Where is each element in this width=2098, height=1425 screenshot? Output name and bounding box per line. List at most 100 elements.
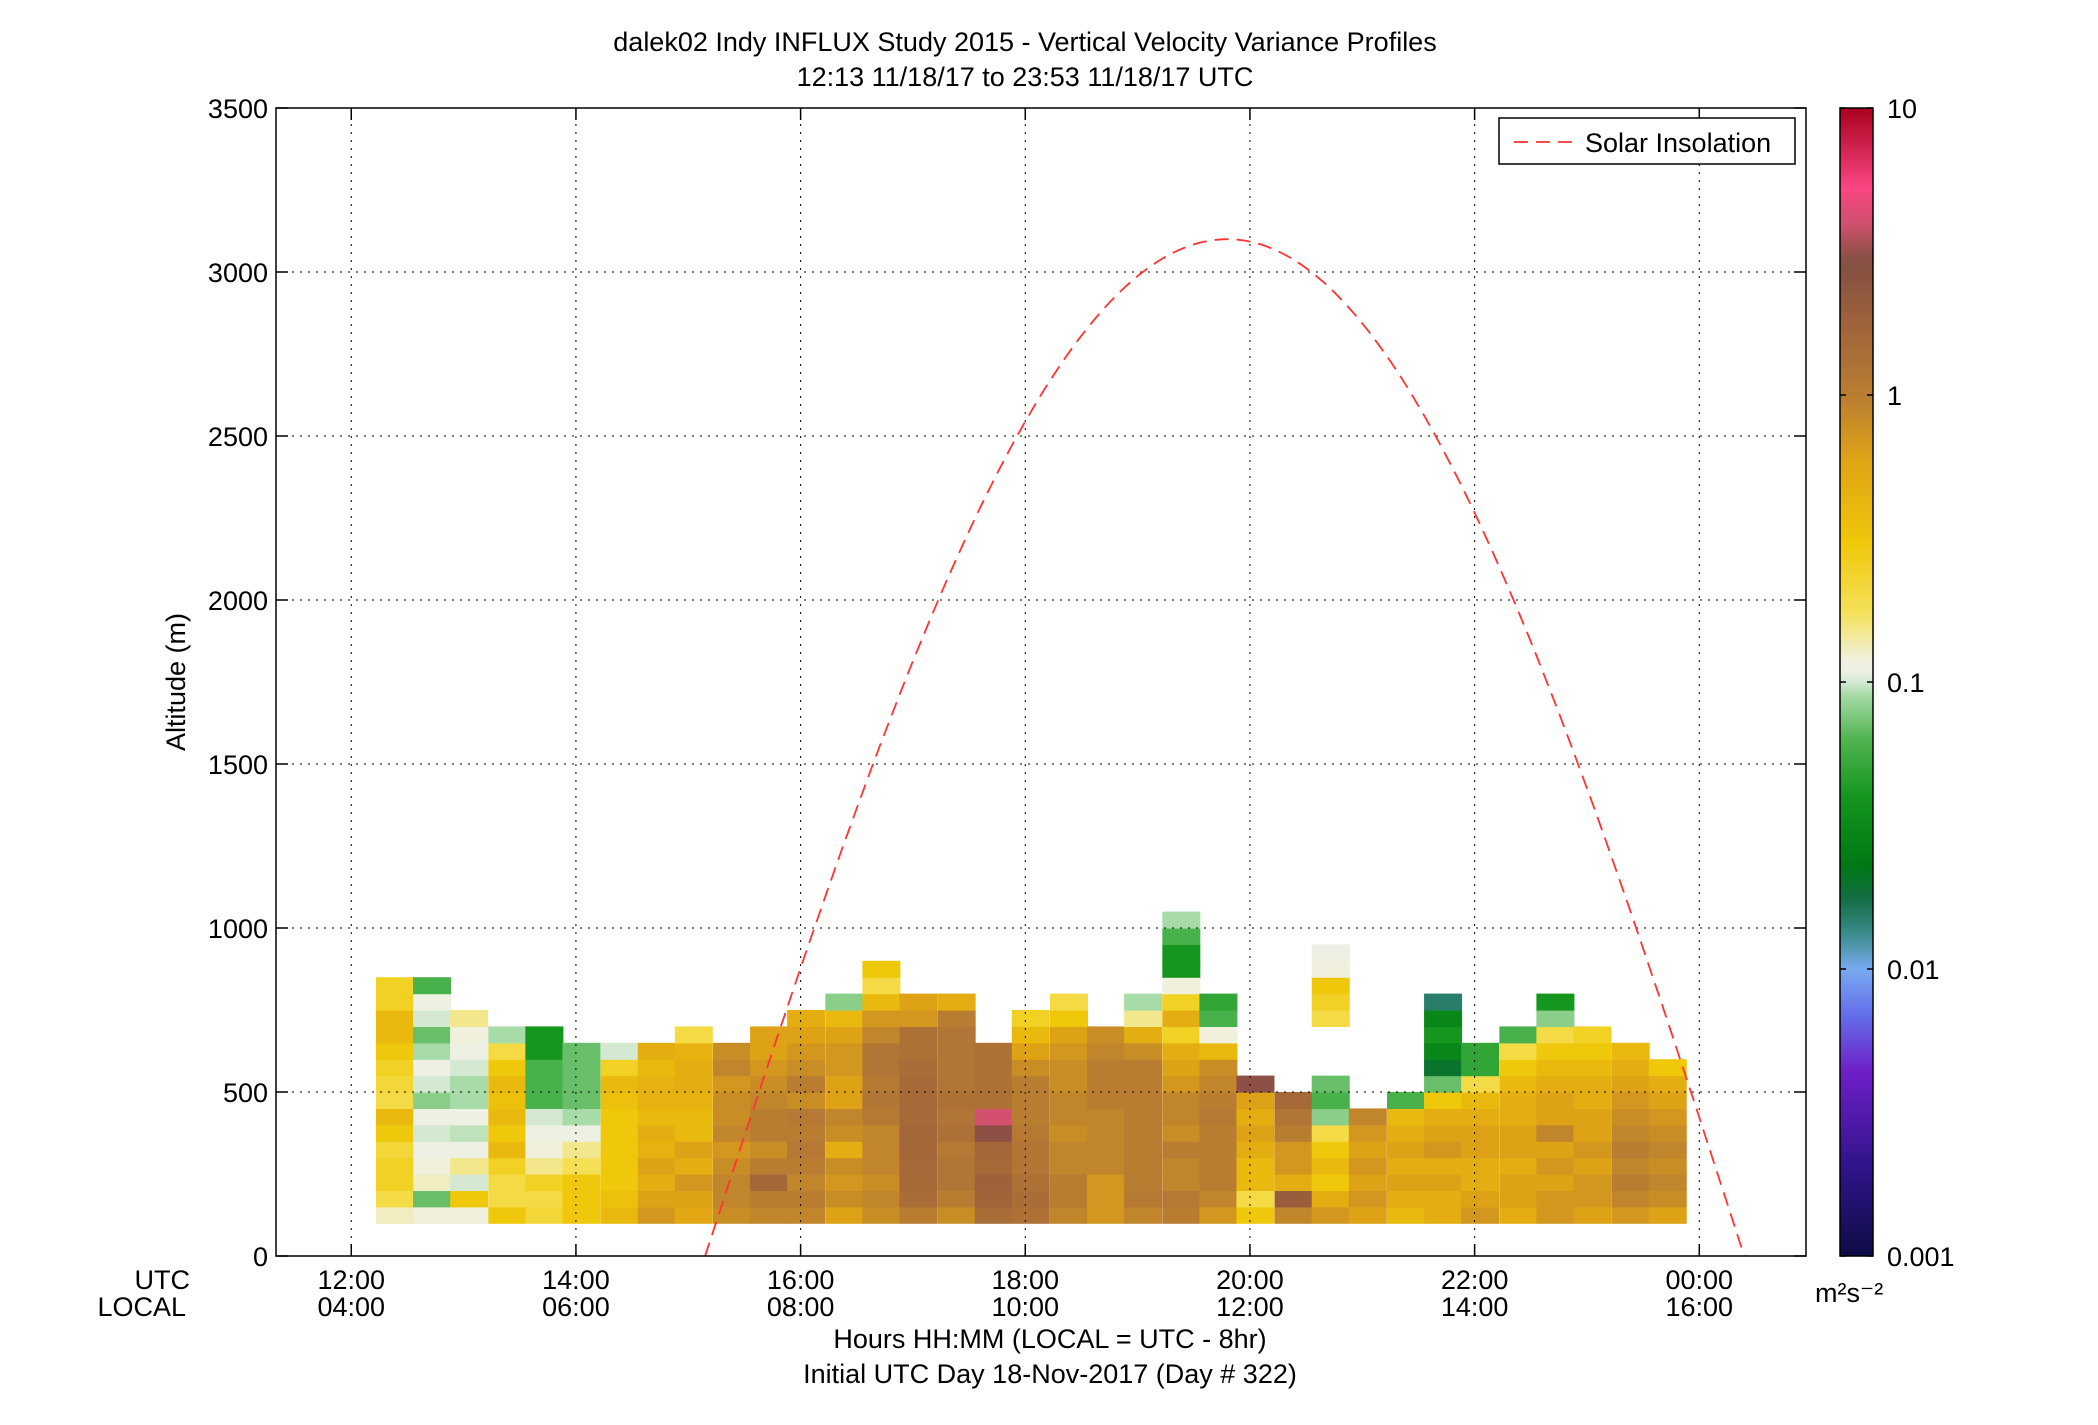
heatmap-cell <box>937 1174 976 1191</box>
heatmap-cell <box>787 1124 826 1142</box>
heatmap-cell <box>937 1092 976 1109</box>
heatmap-cell <box>1536 1010 1575 1027</box>
heatmap-cell <box>1274 1174 1313 1191</box>
heatmap-cell <box>787 1042 826 1060</box>
heatmap-cell <box>413 977 452 995</box>
heatmap-cell <box>525 1059 564 1077</box>
heatmap-cell <box>1049 1190 1088 1208</box>
heatmap-cell <box>413 1157 452 1175</box>
heatmap-cell <box>862 1141 901 1159</box>
heatmap-cell <box>862 960 901 978</box>
heatmap-cell <box>1461 1124 1500 1142</box>
heatmap-cell <box>1573 1075 1612 1093</box>
heatmap-cell <box>825 1042 864 1060</box>
heatmap-cell <box>1011 1042 1050 1060</box>
axis-ticks <box>276 107 1806 1257</box>
heatmap-cell <box>1424 1042 1463 1060</box>
heatmap-cell <box>1124 1124 1163 1142</box>
heatmap-cell <box>1461 1042 1500 1060</box>
heatmap-cell <box>1311 1075 1350 1093</box>
heatmap-cell <box>937 1010 976 1027</box>
heatmap-cell <box>1386 1190 1425 1208</box>
heatmap-cell <box>825 1075 864 1093</box>
heatmap-cell <box>1311 960 1350 978</box>
heatmap-cell <box>1087 1206 1126 1224</box>
heatmap-cell <box>712 1157 751 1175</box>
heatmap-cell <box>1236 1092 1275 1109</box>
heatmap-cell <box>637 1141 676 1159</box>
heatmap-cell <box>562 1092 601 1109</box>
heatmap-cell <box>1236 1190 1275 1208</box>
x-tick-label-utc: 20:00 <box>1216 1265 1284 1295</box>
heatmap-cell <box>937 1190 976 1208</box>
heatmap-cell <box>712 1141 751 1159</box>
heatmap-cell <box>1348 1108 1387 1126</box>
heatmap-cell <box>1536 1092 1575 1109</box>
heatmap-cell <box>488 1108 527 1126</box>
heatmap-cell <box>1162 1124 1201 1142</box>
heatmap-cell <box>1199 1206 1238 1224</box>
x-row-label-local: LOCAL <box>97 1292 186 1322</box>
heatmap-cell <box>1424 1075 1463 1093</box>
heatmap-cell <box>1424 1174 1463 1191</box>
heatmap-cell <box>488 1190 527 1208</box>
heatmap-cell <box>1162 1190 1201 1208</box>
heatmap-cell <box>1011 1174 1050 1191</box>
heatmap-cell <box>1573 1174 1612 1191</box>
heatmap-cell <box>1162 1010 1201 1027</box>
heatmap-cell <box>974 1174 1013 1191</box>
chart-subtitle: 12:13 11/18/17 to 23:53 11/18/17 UTC <box>797 62 1254 92</box>
y-tick-label: 1000 <box>208 914 268 944</box>
x-axis-label-2: Initial UTC Day 18-Nov-2017 (Day # 322) <box>803 1359 1297 1389</box>
heatmap-cell <box>1424 1190 1463 1208</box>
heatmap-cell <box>1049 1108 1088 1126</box>
heatmap-cell <box>1311 1141 1350 1159</box>
heatmap-cell <box>1236 1174 1275 1191</box>
colorbar-tick-labels: 0.001 0.01 0.1 1 10 <box>1887 94 1955 1272</box>
heatmap-cell <box>1311 977 1350 995</box>
heatmap-cell <box>1348 1124 1387 1142</box>
heatmap-cell <box>712 1124 751 1142</box>
heatmap-cell <box>1536 1026 1575 1044</box>
heatmap-cell <box>562 1075 601 1093</box>
heatmap-cell <box>375 1190 414 1208</box>
heatmap-cell <box>825 993 864 1011</box>
heatmap-cell <box>637 1124 676 1142</box>
heatmap-cell <box>1236 1108 1275 1126</box>
heatmap-cell <box>1461 1174 1500 1191</box>
heatmap-cell <box>862 1190 901 1208</box>
heatmap-cell <box>787 1092 826 1109</box>
heatmap-cell <box>600 1092 639 1109</box>
heatmap-cell <box>488 1092 527 1109</box>
heatmap-cell <box>674 1075 713 1093</box>
heatmap-cell <box>974 1124 1013 1142</box>
x-tick-label-local: 04:00 <box>317 1292 385 1322</box>
heatmap-cell <box>1648 1157 1687 1175</box>
heatmap-cell <box>862 1174 901 1191</box>
y-tick-label: 3500 <box>208 94 268 124</box>
heatmap-cell <box>787 1059 826 1077</box>
heatmap-cell <box>525 1042 564 1060</box>
heatmap-cell <box>1461 1075 1500 1093</box>
heatmap-cell <box>488 1026 527 1044</box>
heatmap-cell <box>637 1108 676 1126</box>
heatmap-cell <box>1011 1108 1050 1126</box>
heatmap-cell <box>1124 1108 1163 1126</box>
heatmap-cell <box>787 1206 826 1224</box>
heatmap-cell <box>450 1108 489 1126</box>
heatmap-cell <box>1611 1092 1650 1109</box>
x-tick-label-local: 16:00 <box>1665 1292 1733 1322</box>
heatmap-cell <box>375 1026 414 1044</box>
heatmap-cell <box>1424 1026 1463 1044</box>
heatmap-cell <box>1162 1042 1201 1060</box>
heatmap-cell <box>1536 993 1575 1011</box>
heatmap-cell <box>899 1026 938 1044</box>
heatmap-cell <box>1386 1206 1425 1224</box>
colorbar-tick-label: 10 <box>1887 94 1917 124</box>
heatmap-cell <box>1573 1092 1612 1109</box>
heatmap-cell <box>1611 1141 1650 1159</box>
heatmap-cell <box>1499 1206 1538 1224</box>
y-tick-label: 2000 <box>208 586 268 616</box>
heatmap-cell <box>674 1157 713 1175</box>
